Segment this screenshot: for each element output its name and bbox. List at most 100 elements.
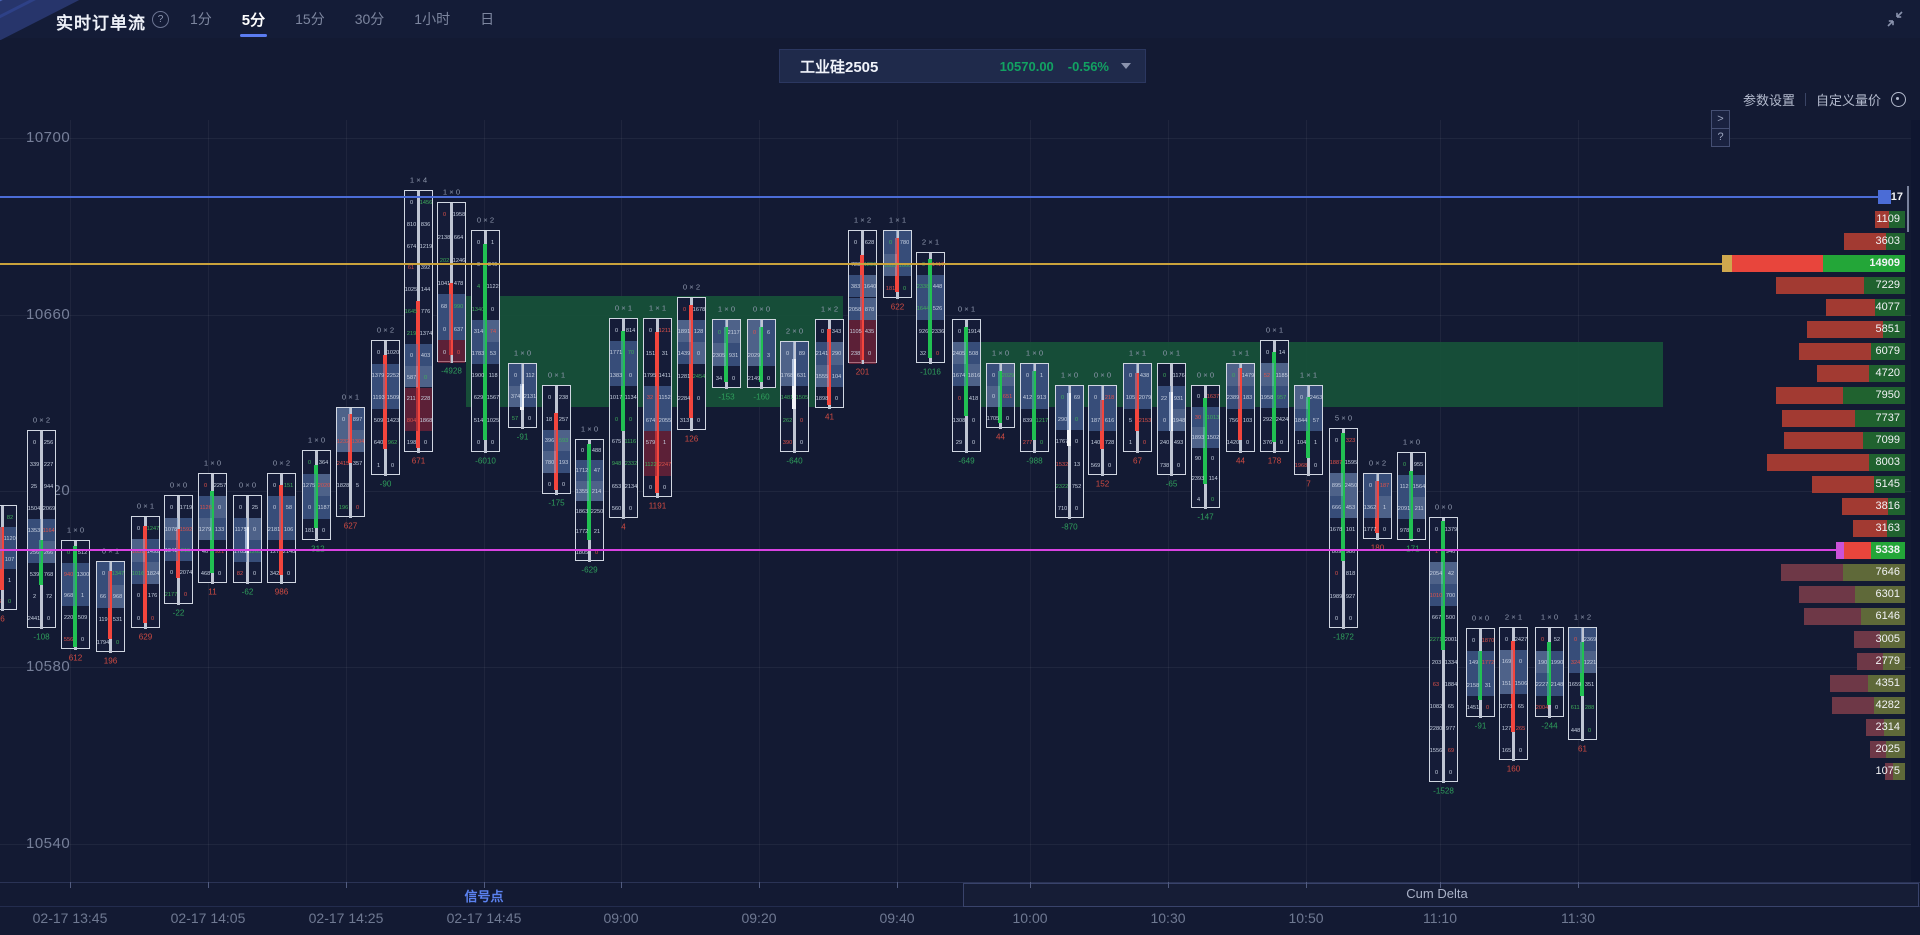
footprint-cell: 0 xyxy=(1089,386,1102,409)
tab-30min[interactable]: 30分 xyxy=(354,11,385,27)
footprint-cell: 1772 xyxy=(1481,651,1494,674)
footprint-cell: 1637 xyxy=(1206,393,1219,400)
profile-row-value: 8003 xyxy=(1875,455,1900,468)
candle: 0 814 1771 70 1383 0 1017 1134 0 0 675 1116 948 2332 6… xyxy=(609,318,638,519)
footprint-cell: 1017 xyxy=(610,393,623,400)
profile-row-value: 17 xyxy=(1890,190,1903,203)
footprint-cell: 1795 xyxy=(644,371,657,379)
footprint-cell: 637 xyxy=(452,317,465,341)
panel-help-button[interactable]: ? xyxy=(1711,128,1730,147)
symbol-selector[interactable]: 工业硅2505 10570.00 -0.56% xyxy=(779,49,1146,83)
footprint-cell: 1816 xyxy=(967,364,980,387)
footprint-cell: 118 xyxy=(488,372,498,379)
tab-15min[interactable]: 15分 xyxy=(295,11,325,27)
cum-delta-panel[interactable] xyxy=(963,883,1919,907)
candle: 0 1347 66 968 119 531 1794 0 xyxy=(96,561,125,653)
tab-1hour[interactable]: 1小时 xyxy=(414,11,451,27)
footprint-cell: 1193 xyxy=(372,386,385,409)
footprint-cell: 1893 xyxy=(1192,427,1205,448)
footprint-cell: 1355 xyxy=(576,480,589,501)
candle-wick xyxy=(1068,386,1071,519)
footprint-cell: 738 xyxy=(1159,461,1169,468)
footprint-cell: 2149 xyxy=(748,374,761,381)
footprint-cell: 0 xyxy=(987,364,1000,386)
tab-1min[interactable]: 1分 xyxy=(190,11,212,27)
axis-scroll-handle[interactable] xyxy=(1907,186,1909,232)
candle-delta-label: 7 xyxy=(1306,479,1311,489)
param-settings-button[interactable]: 参数设置 xyxy=(1742,93,1795,108)
footprint-cell: 1152 xyxy=(658,386,671,409)
footprint-cell: 351 xyxy=(1585,681,1595,688)
tab-5min[interactable]: 5分 xyxy=(239,0,268,39)
footprint-cell: 0 xyxy=(732,374,736,381)
footprint-cell: 2332 xyxy=(624,460,637,467)
candle-delta-label: 152 xyxy=(1095,479,1110,489)
candle-body xyxy=(1169,392,1174,432)
candle-delta-label: -90 xyxy=(379,479,392,489)
candle-body xyxy=(1032,371,1037,440)
footprint-cell: 0 xyxy=(97,562,110,585)
footprint-cell: 728 xyxy=(1105,439,1115,446)
footprint-cell: 0 xyxy=(547,480,551,488)
profile-row-value: 7737 xyxy=(1875,411,1900,424)
candle-body xyxy=(483,244,488,440)
footprint-cell: 2001 xyxy=(1444,636,1457,643)
footprint-cell: 2227 xyxy=(1536,673,1549,696)
footprint-cell: 1481 xyxy=(781,394,794,401)
price-axis-strip[interactable] xyxy=(1911,120,1920,882)
footprint-cell: 203 xyxy=(1431,658,1441,665)
collapse-icon[interactable] xyxy=(1884,8,1906,30)
visibility-toggle-icon[interactable] xyxy=(1891,92,1906,107)
custom-volume-price-button[interactable]: 自定义量价 xyxy=(1815,93,1881,108)
candle-delta-label: -640 xyxy=(786,456,803,466)
candle-imbalance-label: 0 × 2 xyxy=(1368,458,1387,468)
footprint-cell: 0 xyxy=(1314,461,1318,468)
candle-body xyxy=(998,370,1003,423)
candle-body xyxy=(1203,398,1208,485)
footprint-cell: 1105 xyxy=(849,319,862,342)
x-axis-tick xyxy=(346,882,347,888)
profile-row xyxy=(0,409,1920,427)
footprint-cell: 31 xyxy=(1481,673,1494,696)
footprint-cell: 1246 xyxy=(452,257,465,264)
footprint-cell: 1504 xyxy=(28,504,41,512)
signal-panel-label[interactable]: 信号点 xyxy=(464,889,504,904)
footprint-cell: 1211 xyxy=(658,327,671,334)
poc-line xyxy=(0,263,1722,265)
footprint-cell: 1678 xyxy=(1330,525,1343,533)
footprint-cell: 0 xyxy=(1334,570,1338,577)
footprint-cell: 169 xyxy=(1500,650,1513,673)
x-axis-label: 11:30 xyxy=(1561,910,1595,926)
candle-imbalance-label: 0 × 2 xyxy=(272,458,291,468)
footprint-cell: 0 xyxy=(419,365,432,388)
footprint-cell: 0 xyxy=(1265,349,1269,356)
footprint-cell: 0 xyxy=(713,320,726,343)
footprint-cell: 468 xyxy=(200,569,210,577)
footprint-cell: 977 xyxy=(1446,724,1456,731)
profile-row-value: 7646 xyxy=(1875,566,1900,579)
candle: 0 151 0 58 2181 106 127 2148 342 0 xyxy=(267,473,296,584)
footprint-cell: 1175 xyxy=(234,518,247,540)
footprint-cell: 611 xyxy=(1570,703,1580,711)
top-header: 实时订单流 ? 1分 5分 15分 30分 1小时 日 xyxy=(0,0,1920,40)
expand-panel-button[interactable]: > xyxy=(1711,110,1730,129)
footprint-cell: 2441 xyxy=(28,614,41,622)
tab-day[interactable]: 日 xyxy=(480,11,495,27)
footprint-cell: 0 xyxy=(47,614,51,622)
footprint-cell: 1217 xyxy=(1035,416,1048,423)
candle-imbalance-label: 1 × 1 xyxy=(648,303,667,313)
footprint-cell: 1767 xyxy=(1056,438,1069,445)
cum-delta-label: Cum Delta xyxy=(1406,886,1468,901)
chevron-down-icon[interactable] xyxy=(1121,63,1131,69)
footprint-cell: 390 xyxy=(782,438,792,445)
candle-imbalance-label: 0 × 1 xyxy=(957,304,976,314)
help-icon[interactable]: ? xyxy=(152,11,169,28)
footprint-cell: 700 xyxy=(1444,584,1457,607)
footprint-cell: 710 xyxy=(1057,504,1067,512)
footprint-cell: 218 xyxy=(1103,386,1116,409)
profile-row xyxy=(0,763,1920,781)
footprint-cell: 0 xyxy=(1280,438,1284,445)
footprint-cell: 29 xyxy=(956,438,963,446)
footprint-cell: 1263 xyxy=(248,540,261,562)
